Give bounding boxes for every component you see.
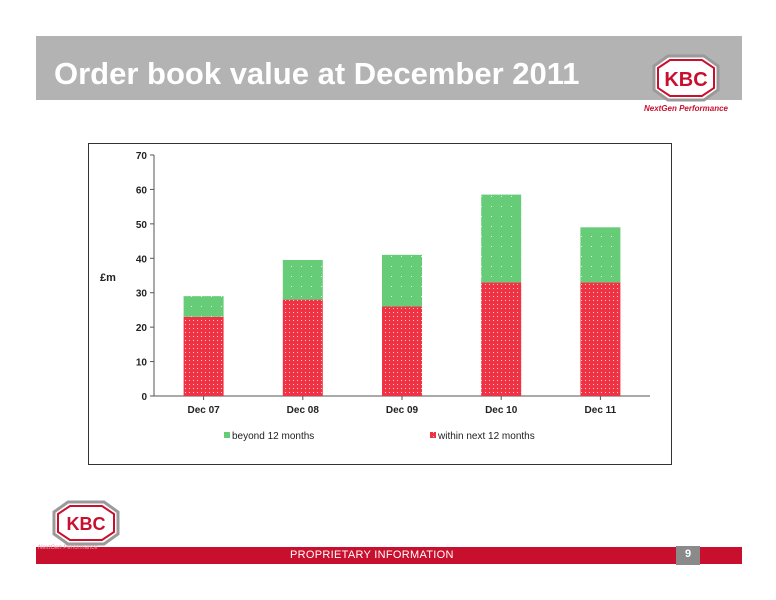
slide-title: Order book value at December 2011 [54, 56, 580, 91]
footer-text: PROPRIETARY INFORMATION [290, 549, 454, 561]
footer-band [36, 547, 742, 564]
y-axis-label: £m [100, 272, 116, 284]
logo-bottom-text: KBC [67, 514, 106, 534]
title-band [36, 36, 742, 100]
y-tick-label: 10 [136, 358, 148, 369]
y-tick-label: 0 [141, 392, 147, 403]
legend-swatch-0 [224, 432, 230, 438]
y-tick-label: 50 [136, 220, 148, 231]
bar-beyond-0 [183, 296, 224, 317]
page-number-box [676, 546, 700, 565]
x-tick-label: Dec 10 [485, 405, 518, 416]
x-tick-label: Dec 09 [386, 405, 419, 416]
y-tick-label: 20 [136, 323, 148, 334]
logo-bottom-tagline: NextGen Performance [38, 545, 98, 551]
bar-within-4 [580, 282, 621, 396]
bar-beyond-1 [282, 260, 323, 300]
x-tick-label: Dec 11 [585, 405, 617, 416]
kbc-logo-bottom-icon: KBC [52, 500, 120, 546]
logo-text: KBC [664, 69, 707, 91]
x-tick-label: Dec 08 [287, 405, 320, 416]
y-tick-label: 70 [136, 151, 148, 162]
logo-tagline: NextGen Performance [643, 104, 728, 113]
y-tick-label: 30 [136, 289, 148, 300]
bar-beyond-2 [382, 254, 422, 307]
bar-within-3 [481, 282, 522, 396]
chart-frame [88, 143, 672, 465]
order-book-chart: 0 10 20 30 40 50 60 70 Dec 07 Dec 08 Dec 09 Dec 10… [100, 151, 650, 442]
y-tick-label: 60 [136, 185, 148, 196]
kbc-logo-icon: KBC [652, 54, 720, 102]
legend-label-1: within next 12 months [437, 431, 535, 442]
bar-beyond-4 [580, 227, 621, 283]
page-number: 9 [684, 548, 692, 560]
bar-within-1 [282, 299, 323, 396]
bar-within-0 [183, 316, 224, 396]
bar-within-2 [382, 306, 422, 396]
bar-beyond-3 [481, 194, 522, 283]
x-tick-label: Dec 07 [187, 405, 220, 416]
legend-label-0: beyond 12 months [232, 431, 314, 442]
legend-swatch-1 [430, 432, 436, 438]
y-tick-label: 40 [136, 254, 148, 265]
